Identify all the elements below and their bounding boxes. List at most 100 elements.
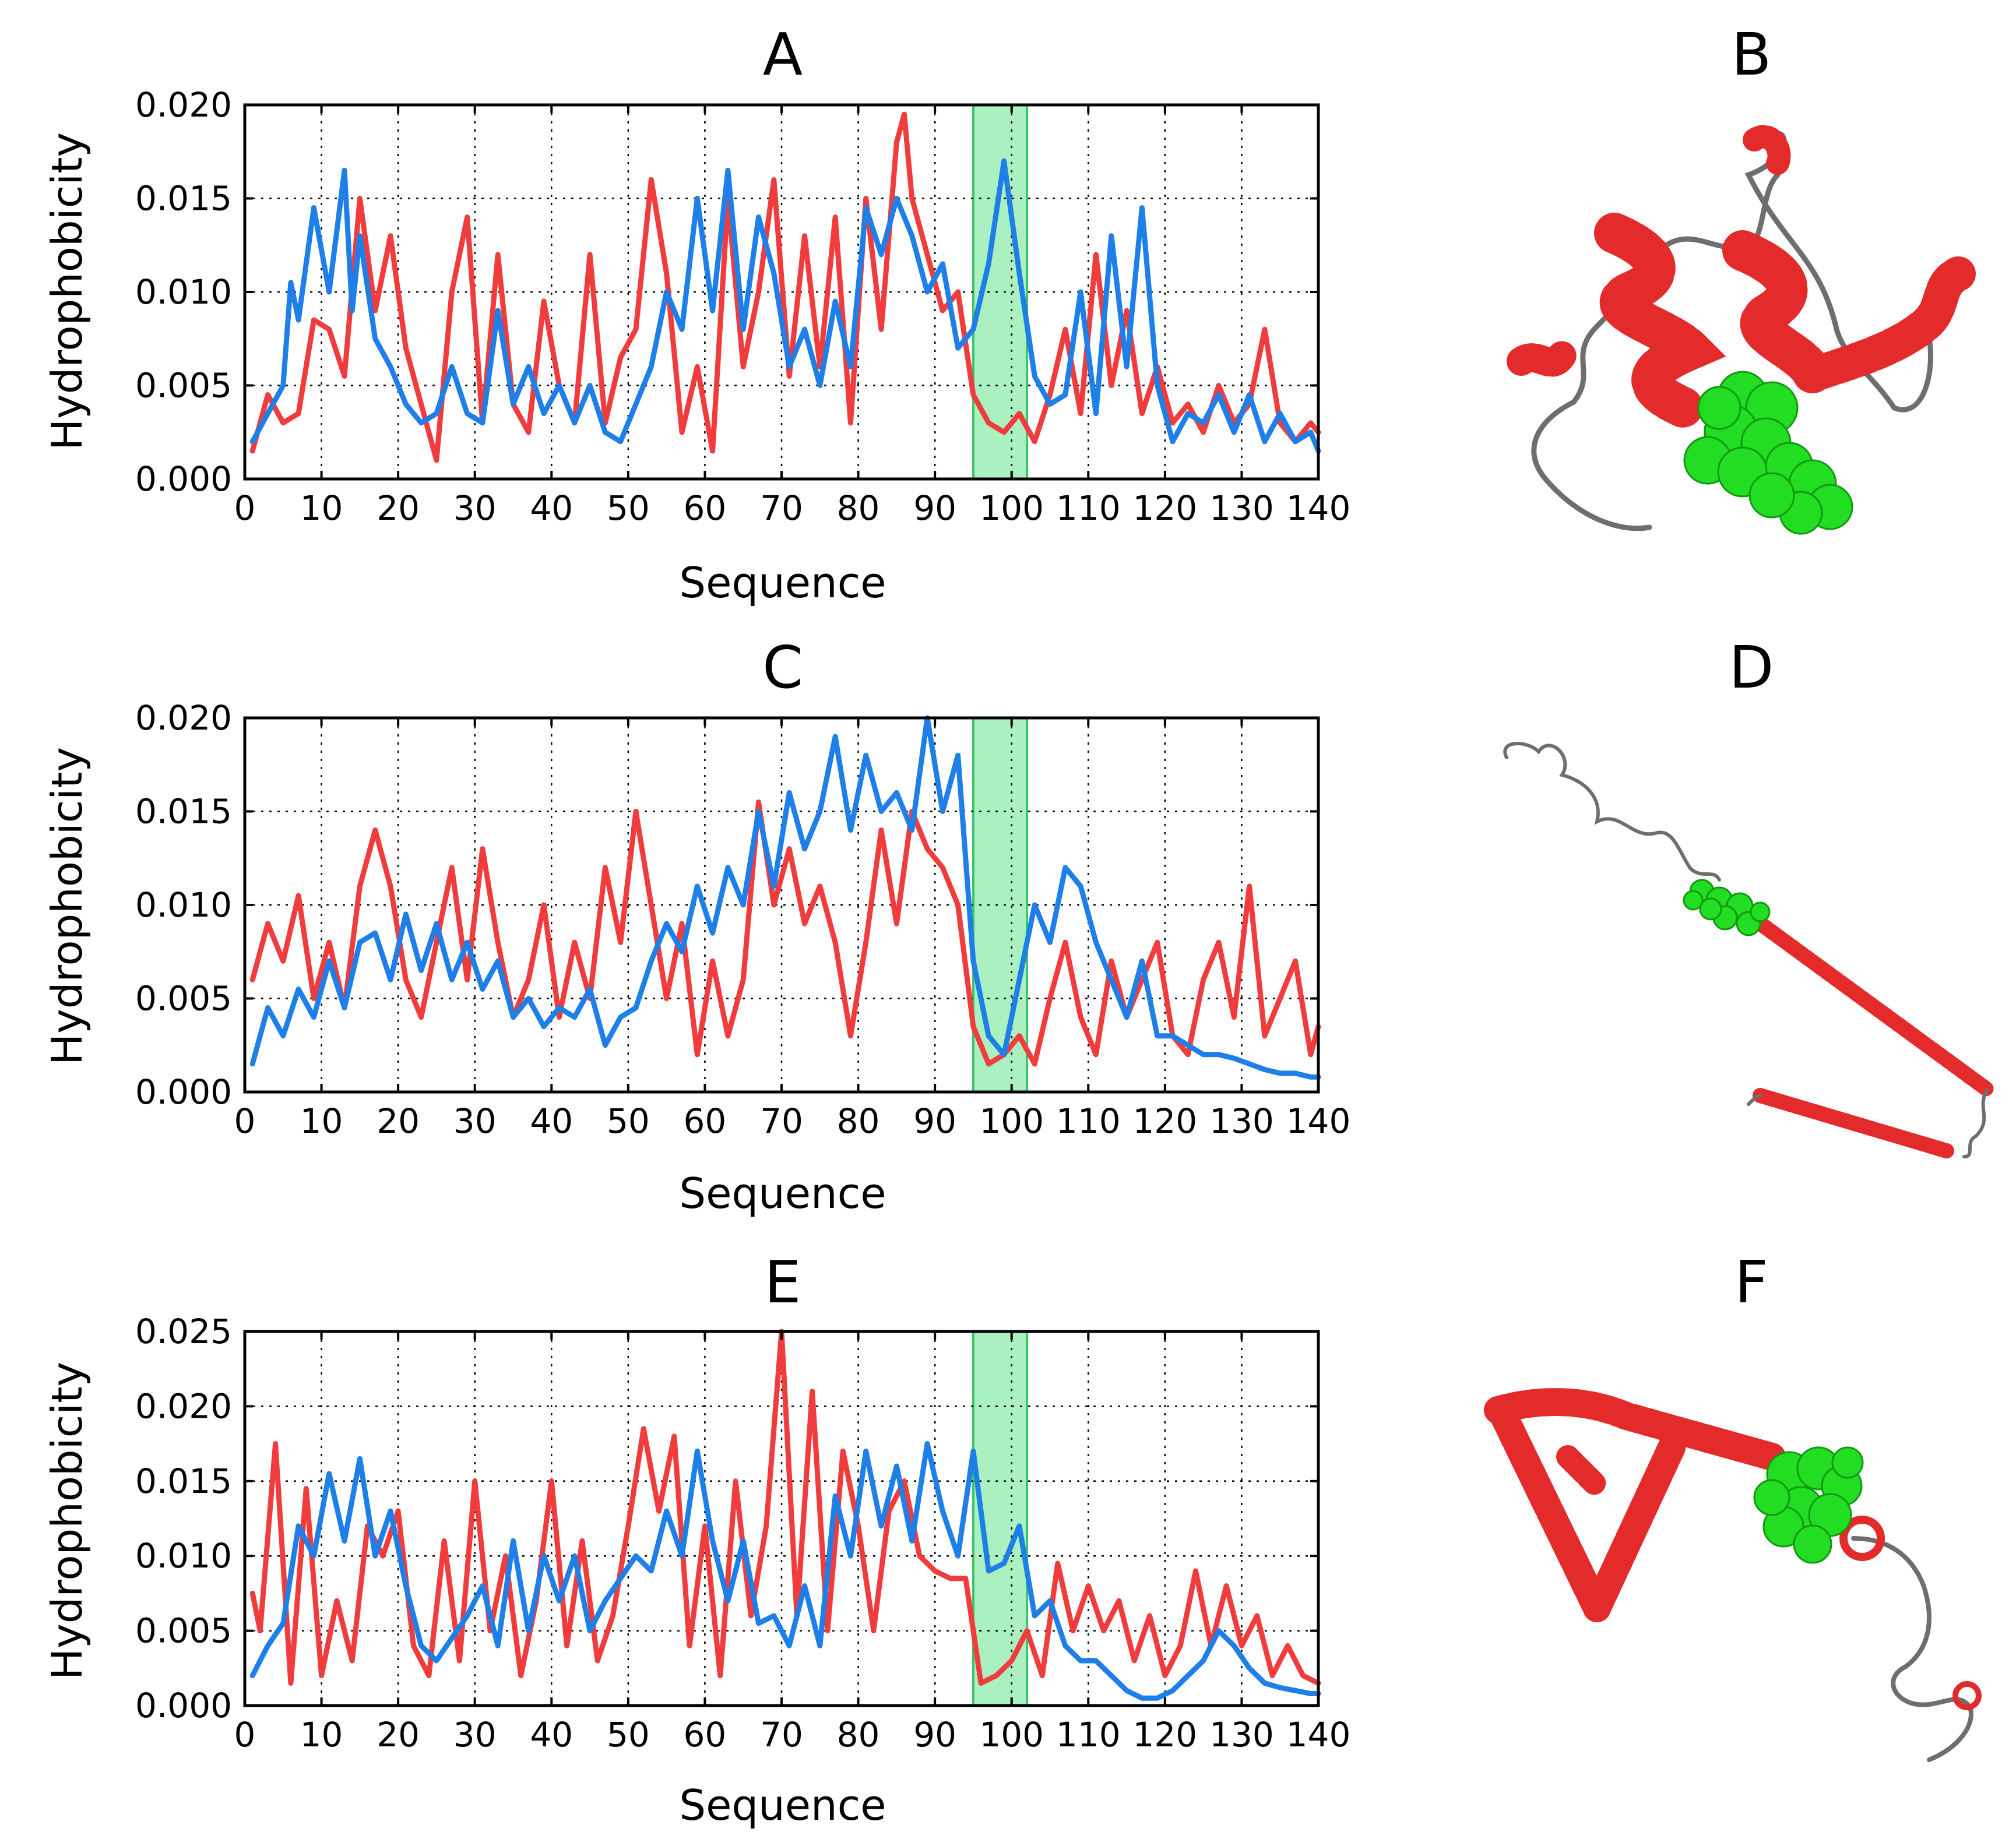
helix-f-5 [1839, 1516, 1885, 1561]
chart-a-ylabel: Hydrophobicity [43, 132, 92, 450]
x-tick-label: 60 [684, 1715, 727, 1755]
x-tick-label: 100 [979, 488, 1044, 528]
helix-b-1 [1594, 213, 1726, 428]
helix-f-3 [1583, 1431, 1687, 1622]
y-tick-label: 0.020 [135, 698, 232, 738]
series-line-blue [249, 715, 1321, 1080]
protein-structure-d [1503, 742, 1995, 1158]
x-tick-label: 130 [1209, 1715, 1274, 1755]
x-tick-label: 110 [1056, 488, 1121, 528]
chart-e-ticks: 0 10 20 30 40 50 60 70 80 90 100 110 120 130 140 0.000 0… [135, 1312, 1350, 1755]
x-tick-label: 120 [1132, 1101, 1197, 1141]
y-tick-label: 0.005 [135, 366, 232, 406]
panel-d-letter: D [1729, 633, 1774, 702]
chart-c-ticks: 0 10 20 30 40 50 60 70 80 90 100 110 120 130 140 0.000 0… [135, 698, 1350, 1141]
series-line-blue [249, 1441, 1321, 1701]
x-tick-label: 60 [684, 1101, 727, 1141]
x-tick-label: 30 [453, 1715, 497, 1755]
chart-a-series [249, 111, 1321, 463]
panel-b: B [1507, 20, 1976, 535]
y-tick-label: 0.020 [135, 1386, 232, 1426]
panel-d: D [1503, 633, 1995, 1158]
chart-c-title: C [762, 633, 803, 702]
x-tick-label: 40 [530, 1715, 573, 1755]
helix-b-4 [1507, 341, 1577, 377]
x-tick-label: 70 [760, 488, 803, 528]
y-tick-label: 0.005 [135, 979, 232, 1019]
chart-c-highlight-band [972, 717, 1029, 1093]
y-tick-label: 0.010 [135, 272, 232, 312]
series-line-blue [249, 158, 1321, 454]
x-tick-label: 70 [760, 1101, 803, 1141]
helix-d-1 [1741, 907, 1995, 1097]
panel-f-letter: F [1734, 1248, 1768, 1316]
x-tick-label: 50 [607, 1101, 650, 1141]
x-tick-label: 120 [1132, 1715, 1197, 1755]
x-tick-label: 60 [684, 488, 727, 528]
chart-e-grid [245, 1331, 1318, 1706]
x-tick-label: 0 [234, 488, 256, 528]
x-tick-label: 20 [377, 488, 420, 528]
x-tick-label: 90 [913, 488, 956, 528]
y-tick-label: 0.015 [135, 792, 232, 832]
y-tick-label: 0.000 [135, 459, 232, 499]
x-tick-label: 50 [607, 1715, 650, 1755]
series-line-red [249, 111, 1321, 463]
helix-d-2 [1753, 1088, 1954, 1158]
x-tick-label: 90 [913, 1101, 956, 1141]
x-tick-label: 0 [234, 1715, 256, 1755]
x-tick-label: 140 [1286, 488, 1351, 528]
x-tick-label: 20 [377, 1101, 420, 1141]
x-tick-label: 70 [760, 1715, 803, 1755]
x-tick-label: 130 [1209, 488, 1274, 528]
coil-d [1503, 742, 1721, 882]
x-tick-label: 120 [1132, 488, 1197, 528]
panel-b-letter: B [1732, 20, 1772, 89]
x-tick-label: 10 [300, 1715, 343, 1755]
chart-e: E 0 10 20 30 40 50 60 70 80 90 100 110 120 130 140 0.00… [43, 1248, 1350, 1830]
chart-e-ylabel: Hydrophobicity [43, 1362, 92, 1680]
helix-f-4 [1556, 1445, 1609, 1498]
coil-d-2 [1962, 1088, 1989, 1158]
y-tick-label: 0.005 [135, 1611, 232, 1651]
y-tick-label: 0.000 [135, 1686, 232, 1725]
helix-f-6 [1952, 1681, 1982, 1710]
y-tick-label: 0.010 [135, 885, 232, 925]
ligand-f [1753, 1446, 1864, 1564]
x-tick-label: 40 [530, 1101, 573, 1141]
panel-f: F [1484, 1248, 1982, 1762]
chart-a-xlabel: Sequence [679, 558, 886, 607]
x-tick-label: 130 [1209, 1101, 1274, 1141]
x-tick-label: 140 [1286, 1715, 1351, 1755]
chart-e-title: E [764, 1248, 801, 1316]
x-tick-label: 10 [300, 488, 343, 528]
chart-c-series [249, 715, 1321, 1080]
series-line-red [249, 799, 1321, 1067]
chart-c-ylabel: Hydrophobicity [43, 747, 92, 1065]
x-tick-label: 110 [1056, 1101, 1121, 1141]
protein-structure-f [1484, 1388, 1982, 1762]
y-tick-label: 0.015 [135, 1461, 232, 1501]
x-tick-label: 30 [453, 488, 497, 528]
y-tick-label: 0.000 [135, 1072, 232, 1112]
x-tick-label: 20 [377, 1715, 420, 1755]
x-tick-label: 40 [530, 488, 573, 528]
chart-c-xlabel: Sequence [679, 1169, 886, 1218]
x-tick-label: 100 [979, 1715, 1044, 1755]
protein-structure-b [1507, 125, 1976, 531]
y-tick-label: 0.010 [135, 1536, 232, 1576]
x-tick-label: 30 [453, 1101, 497, 1141]
x-tick-label: 50 [607, 488, 650, 528]
x-tick-label: 80 [837, 1715, 880, 1755]
x-tick-label: 10 [300, 1101, 343, 1141]
x-tick-label: 110 [1056, 1715, 1121, 1755]
y-tick-label: 0.015 [135, 179, 232, 219]
y-tick-label: 0.025 [135, 1312, 232, 1351]
y-tick-label: 0.020 [135, 85, 232, 125]
x-tick-label: 90 [913, 1715, 956, 1755]
helix-f-2 [1490, 1402, 1611, 1622]
x-tick-label: 80 [837, 488, 880, 528]
x-tick-label: 140 [1286, 1101, 1351, 1141]
ligand-d [1683, 879, 1771, 936]
